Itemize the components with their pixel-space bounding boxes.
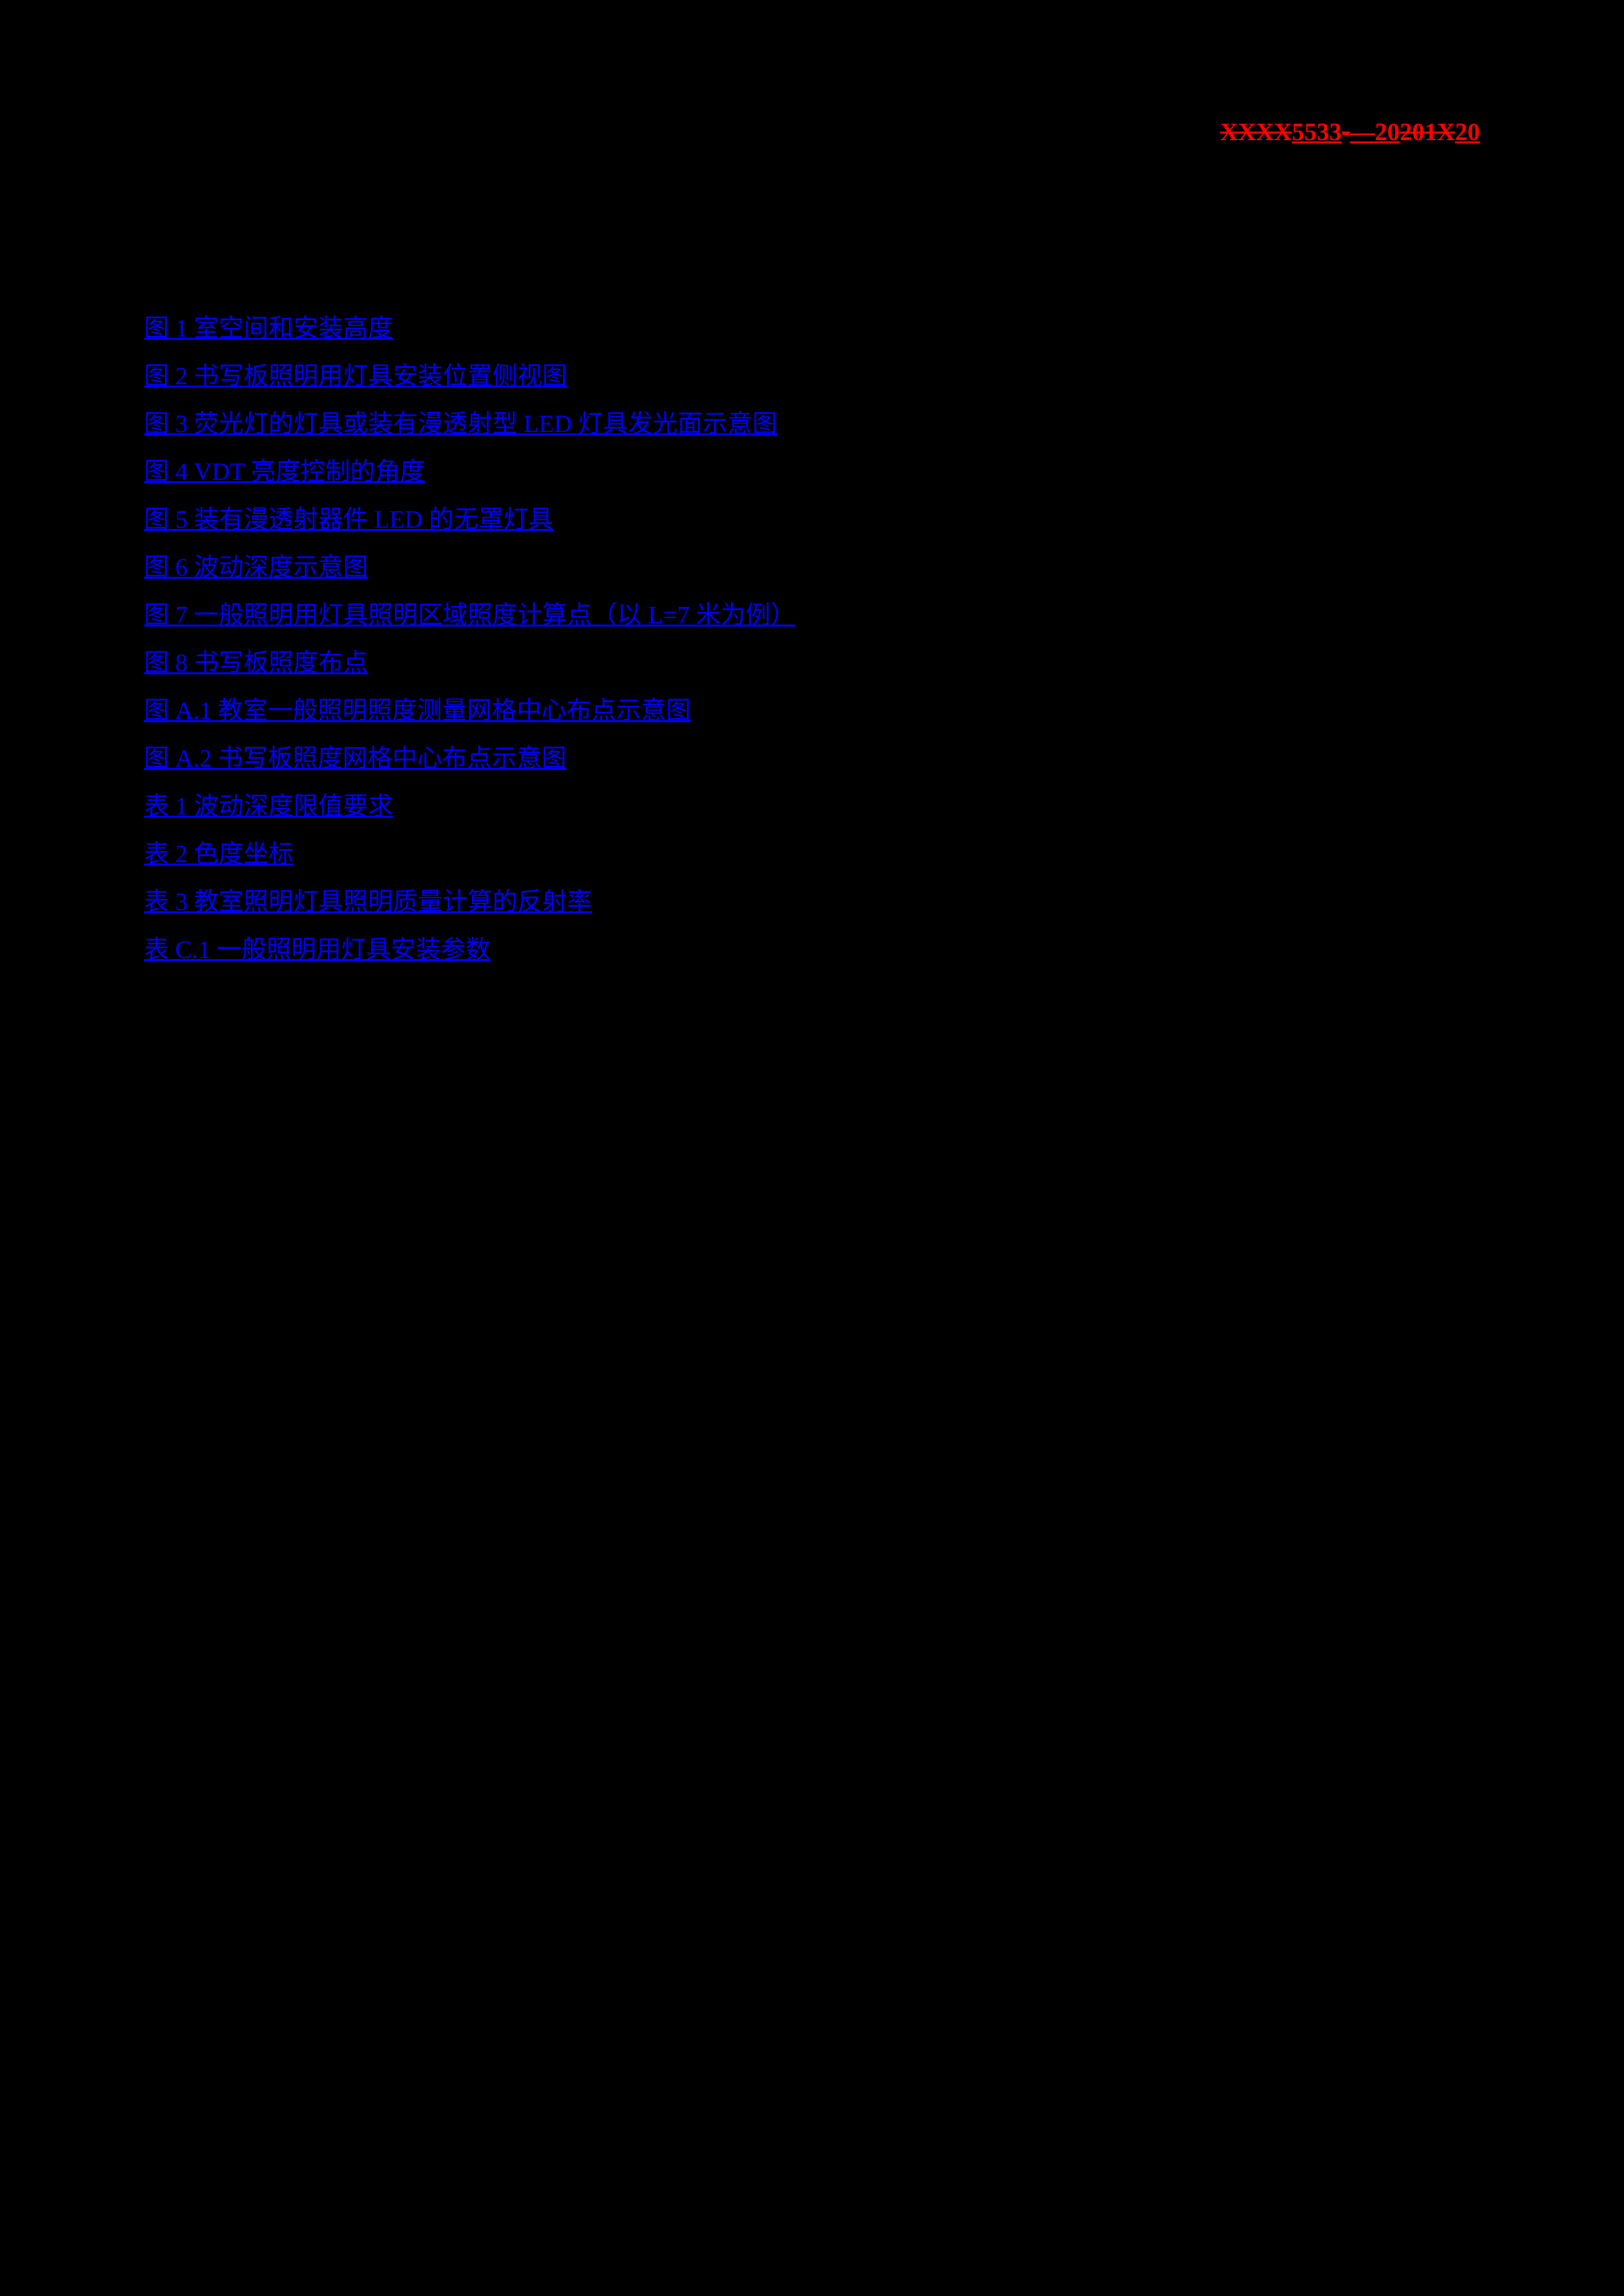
header-part-3: — bbox=[1350, 118, 1375, 146]
toc-link-figure-4[interactable]: 图 4 VDT 亮度控制的角度 bbox=[144, 451, 796, 487]
toc-link-figure-7[interactable]: 图 7 一般照明用灯具照明区域照度计算点（以 L=7 米为例） bbox=[144, 594, 796, 630]
toc-link-table-2[interactable]: 表 2 色度坐标 bbox=[144, 833, 796, 869]
header-part-2: - bbox=[1342, 118, 1350, 146]
header-part-6: X bbox=[1437, 118, 1455, 146]
toc-link-figure-2[interactable]: 图 2 书写板照明用灯具安装位置侧视图 bbox=[144, 355, 796, 392]
toc-link-figure-3[interactable]: 图 3 荧光灯的灯具或装有漫透射型 LED 灯具发光面示意图 bbox=[144, 403, 796, 439]
toc-link-table-1[interactable]: 表 1 波动深度限值要求 bbox=[144, 786, 796, 822]
toc-link-figure-1[interactable]: 图 1 室空间和安装高度 bbox=[144, 308, 796, 344]
toc-link-table-c1[interactable]: 表 C.1 一般照明用灯具安装参数 bbox=[144, 929, 796, 965]
header-part-4: 20 bbox=[1375, 118, 1400, 146]
table-of-contents: 图 1 室空间和安装高度 图 2 书写板照明用灯具安装位置侧视图 图 3 荧光灯… bbox=[144, 308, 796, 965]
document-header: XXXX5533-—20201X20 bbox=[1220, 118, 1480, 147]
header-part-7: 20 bbox=[1455, 118, 1480, 146]
header-part-5: 201 bbox=[1400, 118, 1437, 146]
toc-link-figure-a2[interactable]: 图 A.2 书写板照度网格中心布点示意图 bbox=[144, 738, 796, 774]
header-part-1: 5533 bbox=[1292, 118, 1342, 146]
toc-link-figure-5[interactable]: 图 5 装有漫透射器件 LED 的无罩灯具 bbox=[144, 499, 796, 535]
toc-link-table-3[interactable]: 表 3 教室照明灯具照明质量计算的反射率 bbox=[144, 881, 796, 917]
toc-link-figure-6[interactable]: 图 6 波动深度示意图 bbox=[144, 547, 796, 583]
toc-link-figure-a1[interactable]: 图 A.1 教室一般照明照度测量网格中心布点示意图 bbox=[144, 690, 796, 726]
toc-link-figure-8[interactable]: 图 8 书写板照度布点 bbox=[144, 642, 796, 678]
header-part-0: XXXX bbox=[1220, 118, 1292, 146]
